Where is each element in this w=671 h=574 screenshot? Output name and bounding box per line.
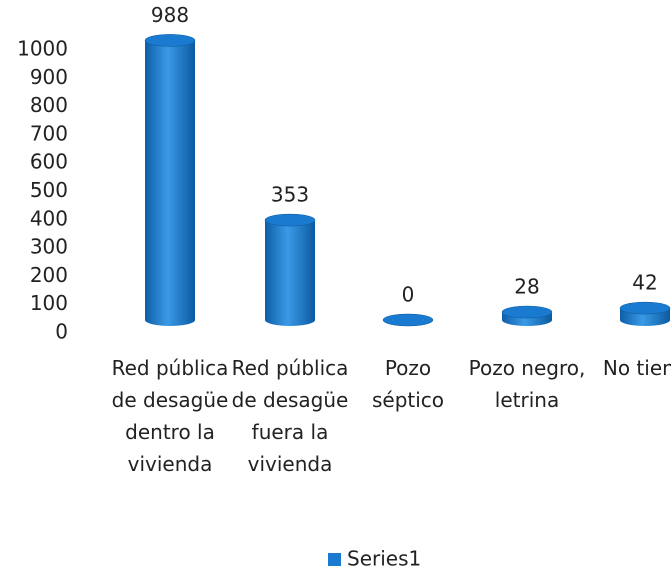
bar [145,34,195,327]
y-tick-label: 200 [30,263,68,287]
x-tick-label: Pozo negro, letrina [468,356,586,412]
data-label: 988 [151,3,189,27]
y-tick-label: 600 [30,150,68,174]
bar-top [382,313,434,327]
y-tick-label: 800 [30,93,68,117]
bar-top [144,34,196,47]
data-label: 353 [271,183,309,207]
y-tick-label: 700 [30,121,68,145]
bar [265,214,315,326]
bar-top [264,213,316,227]
bar-top [619,301,671,315]
data-label: 28 [514,275,539,299]
x-tick-label: Red pública de desagüe fuera la vivienda [231,356,349,476]
x-tick-label: No tiene [602,356,671,380]
legend-swatch [328,553,341,566]
bar-top [501,305,553,319]
y-tick-label: 100 [30,291,68,315]
y-tick-label: 1000 [17,37,68,61]
data-label: 42 [632,271,657,295]
y-tick-label: 900 [30,65,68,89]
data-label: 0 [402,283,415,307]
x-tick-label: Pozo séptico [371,356,445,412]
y-tick-label: 300 [30,235,68,259]
x-tick-label: Red pública de desagüe dentro la viviend… [111,356,229,476]
y-tick-label: 400 [30,206,68,230]
y-tick-label: 0 [55,320,68,344]
legend-label: Series1 [347,547,421,571]
y-tick-label: 500 [30,178,68,202]
